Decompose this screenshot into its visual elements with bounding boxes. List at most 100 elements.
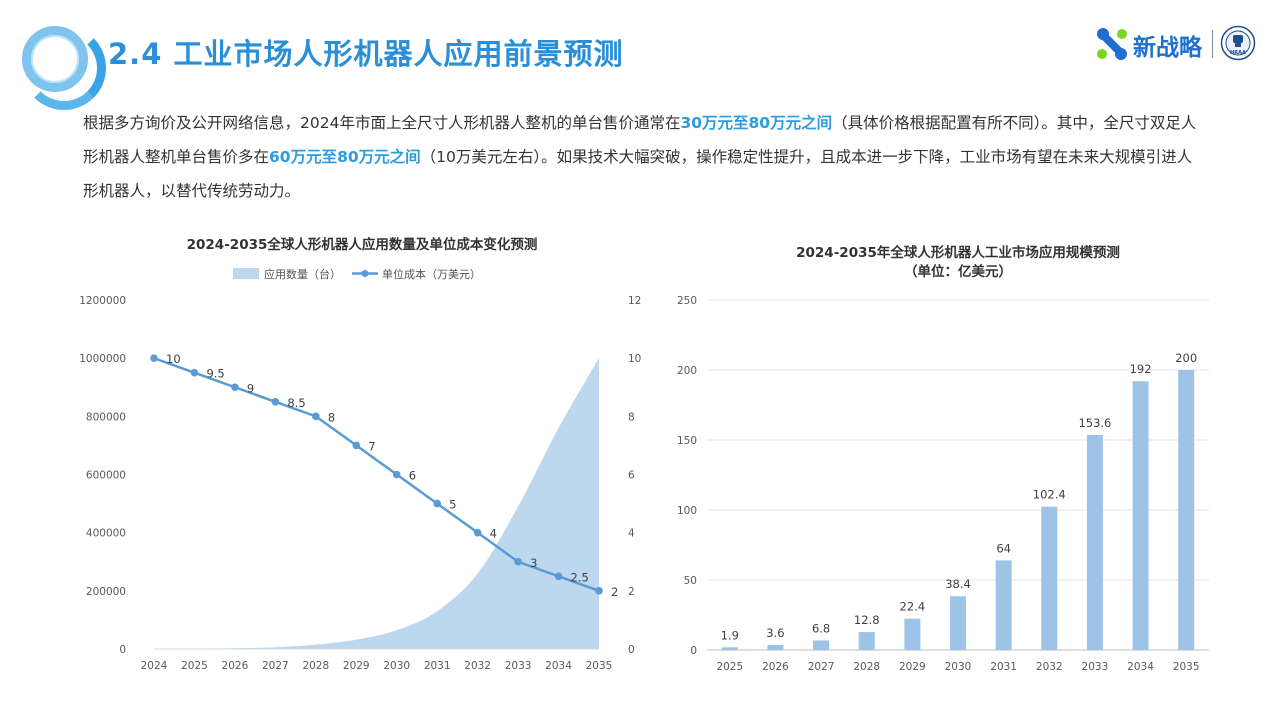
y-left-tick-label: 800000 xyxy=(86,411,126,423)
line-data-label: 2 xyxy=(611,585,618,599)
intro-highlight-biped-price: 60万元至80万元之间 xyxy=(269,148,421,166)
line-data-label: 8 xyxy=(328,410,335,424)
logo-text: 新战略 xyxy=(1133,35,1202,61)
bar xyxy=(904,618,921,650)
bar-data-label: 1.9 xyxy=(721,628,739,642)
x-tick-label: 2033 xyxy=(505,660,532,672)
y-tick-label: 200 xyxy=(677,365,697,377)
line-point xyxy=(554,572,563,581)
intro-text-1: 根据多方询价及公开网络信息，2024年市面上全尺寸人形机器人整机的单台售价通常在 xyxy=(83,114,681,132)
x-tick-label: 2030 xyxy=(383,660,410,672)
x-tick-label: 2032 xyxy=(464,660,491,672)
line-point xyxy=(271,397,280,406)
bar-data-label: 64 xyxy=(996,541,1011,555)
x-tick-label: 2026 xyxy=(762,661,789,673)
y-tick-label: 150 xyxy=(677,435,697,447)
y-left-tick-label: 1000000 xyxy=(79,353,126,365)
brand-logo: 新战略 HRAA xyxy=(1094,24,1258,64)
y-right-tick-label: 0 xyxy=(628,644,635,656)
y-right-tick-label: 8 xyxy=(628,411,635,423)
x-tick-label: 2032 xyxy=(1036,661,1063,673)
logo-divider xyxy=(1212,30,1213,58)
y-right-tick-label: 6 xyxy=(628,470,635,482)
bar-data-label: 192 xyxy=(1130,362,1152,376)
line-point xyxy=(150,354,158,362)
x-tick-label: 2028 xyxy=(853,661,880,673)
x-tick-label: 2028 xyxy=(302,660,329,672)
line-data-label: 9 xyxy=(247,381,254,395)
intro-text-3: （10万美元左右）。如果技术大幅突破，操作稳定性提升，且成本进一步下降，工业市场… xyxy=(83,148,1193,200)
y-tick-label: 50 xyxy=(684,575,697,587)
line-data-label: 8.5 xyxy=(287,396,305,410)
y-left-tick-label: 400000 xyxy=(86,528,126,540)
line-data-label: 4 xyxy=(490,527,497,541)
intro-paragraph: 根据多方询价及公开网络信息，2024年市面上全尺寸人形机器人整机的单台售价通常在… xyxy=(83,106,1203,208)
x-tick-label: 2030 xyxy=(945,661,972,673)
area-series-quantity xyxy=(154,358,599,649)
page-title: 2.4 工业市场人形机器人应用前景预测 xyxy=(108,37,624,71)
x-tick-label: 2024 xyxy=(141,660,168,672)
x-tick-label: 2026 xyxy=(222,660,249,672)
x-tick-label: 2029 xyxy=(343,660,370,672)
y-right-tick-label: 4 xyxy=(628,528,635,540)
line-point xyxy=(312,412,320,421)
line-point xyxy=(595,587,603,595)
line-data-label: 10 xyxy=(166,352,181,366)
bar xyxy=(950,596,966,650)
line-data-label: 6 xyxy=(409,469,416,483)
y-left-tick-label: 0 xyxy=(119,644,126,656)
x-tick-label: 2033 xyxy=(1082,661,1109,673)
line-data-label: 7 xyxy=(368,439,375,453)
y-left-tick-label: 600000 xyxy=(86,470,126,482)
decorative-ring xyxy=(22,26,106,110)
intro-text-2: （具体价格根据配置有所不同）。其中，全尺寸双足人形机器人整机单台售价多在 xyxy=(83,114,1197,166)
bar-chart: 2024-2035年全球人形机器人工业市场应用规模预测 （单位：亿美元） 0 50 10… xyxy=(677,244,1209,673)
x-tick-label: 2034 xyxy=(1127,661,1154,673)
x-tick-label: 2027 xyxy=(262,660,289,672)
y-right-tick-label: 2 xyxy=(628,586,635,598)
intro-highlight-price-range: 30万元至80万元之间 xyxy=(680,114,833,132)
legend-label-cost: 单位成本（万美元） xyxy=(382,267,481,281)
bar xyxy=(1041,506,1058,650)
line-point xyxy=(392,470,401,479)
y-tick-label: 0 xyxy=(690,645,697,657)
bar-data-label: 12.8 xyxy=(854,613,880,627)
line-point xyxy=(190,368,199,377)
bar-data-label: 22.4 xyxy=(900,600,926,614)
y-right-tick-label: 10 xyxy=(628,353,641,365)
logo-mark-icon xyxy=(1097,28,1127,60)
line-data-label: 3 xyxy=(530,556,537,570)
x-tick-label: 2029 xyxy=(899,661,926,673)
bar-data-label: 6.8 xyxy=(812,621,830,635)
bar xyxy=(858,632,875,650)
bar xyxy=(721,647,738,650)
bar xyxy=(1132,381,1149,650)
line-point xyxy=(231,383,239,392)
seal-text: HRAA xyxy=(1230,50,1246,56)
legend-marker-line xyxy=(361,270,369,277)
bar-data-label: 153.6 xyxy=(1078,416,1111,430)
bar-data-label: 200 xyxy=(1175,351,1197,365)
x-tick-label: 2025 xyxy=(716,661,743,673)
association-seal-icon: HRAA xyxy=(1220,25,1256,61)
line-data-label: 2.5 xyxy=(571,570,589,584)
x-tick-label: 2035 xyxy=(1173,661,1200,673)
bar xyxy=(767,644,784,650)
line-series-cost xyxy=(153,356,600,593)
legend-label-quantity: 应用数量（台） xyxy=(264,267,341,281)
y-left-tick-label: 1200000 xyxy=(79,295,126,307)
bar xyxy=(1178,370,1195,650)
y-right-tick-label: 12 xyxy=(628,295,641,307)
bar-data-label: 3.6 xyxy=(766,626,784,640)
chart1-title: 2024-2035全球人形机器人应用数量及单位成本变化预测 xyxy=(187,236,538,253)
line-point xyxy=(473,528,482,537)
line-point xyxy=(433,499,441,508)
chart2-title: 2024-2035年全球人形机器人工业市场应用规模预测 xyxy=(796,244,1120,261)
line-data-label: 5 xyxy=(449,498,456,512)
bar-data-label: 102.4 xyxy=(1033,488,1066,502)
y-tick-label: 250 xyxy=(677,295,697,307)
chart2-subtitle: （单位：亿美元） xyxy=(904,263,1012,280)
x-tick-label: 2025 xyxy=(181,660,208,672)
line-point xyxy=(352,441,361,450)
